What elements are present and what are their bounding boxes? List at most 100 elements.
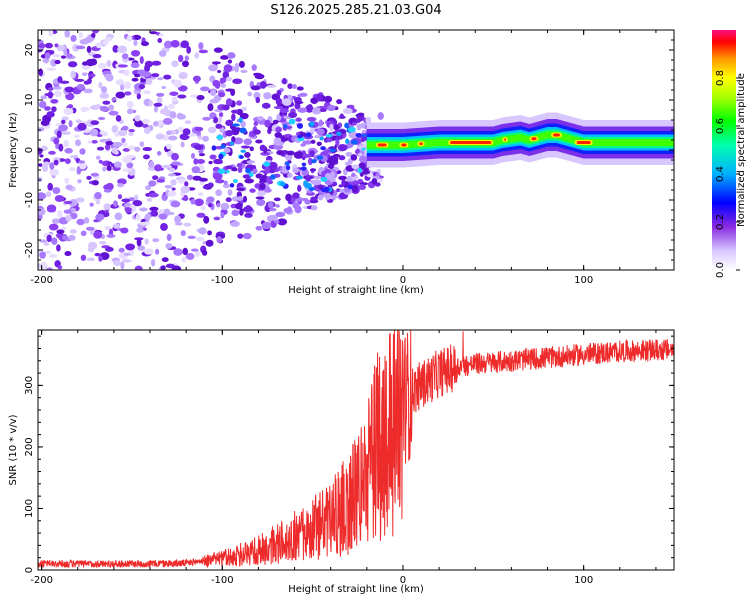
spectral-blob bbox=[153, 102, 163, 107]
spectral-blob bbox=[297, 94, 302, 98]
spectral-blob bbox=[148, 100, 153, 106]
spectral-blob bbox=[64, 86, 75, 93]
spectral-blob bbox=[77, 122, 87, 131]
spectrogram-y-ticks: 20 10 0 -10 -20 bbox=[24, 29, 674, 271]
spectral-blob bbox=[134, 194, 139, 202]
spectral-blob bbox=[311, 179, 322, 186]
spectral-hotspot bbox=[217, 168, 226, 174]
spectral-blob bbox=[351, 172, 356, 178]
spectral-blob bbox=[44, 92, 54, 97]
spectral-blob bbox=[215, 123, 223, 129]
spectral-blob bbox=[255, 196, 265, 200]
ridge-core-red bbox=[504, 138, 506, 142]
spectral-blob bbox=[61, 131, 71, 135]
spectral-hotspot bbox=[319, 136, 324, 141]
spectral-blob bbox=[333, 123, 339, 132]
spectral-blob bbox=[375, 172, 381, 177]
spectral-blob bbox=[236, 100, 243, 106]
spectral-blob bbox=[117, 178, 127, 185]
spectral-blob bbox=[47, 182, 54, 191]
spectral-blob bbox=[225, 165, 233, 170]
spectral-blob bbox=[63, 107, 74, 116]
spectral-blob bbox=[197, 192, 204, 197]
spectral-blob bbox=[126, 108, 134, 115]
spectral-blob bbox=[111, 97, 117, 102]
spectral-blob bbox=[62, 235, 69, 241]
spectral-blob bbox=[99, 105, 109, 112]
spectral-blob bbox=[50, 98, 59, 104]
spectral-blob bbox=[220, 202, 230, 211]
spectral-blob bbox=[171, 96, 178, 102]
spectral-blob bbox=[249, 146, 254, 152]
spectral-blob bbox=[83, 37, 93, 44]
spectral-blob bbox=[65, 214, 72, 222]
spectral-blob bbox=[255, 139, 263, 144]
x-tick-label: 0 bbox=[400, 575, 406, 586]
spectral-blob bbox=[51, 218, 61, 224]
spectral-blob bbox=[171, 152, 179, 161]
spectral-blob bbox=[121, 125, 129, 131]
spectral-blob bbox=[48, 223, 59, 231]
spectral-hotspot bbox=[324, 186, 330, 193]
spectral-blob bbox=[44, 42, 53, 49]
spectral-blob bbox=[136, 238, 142, 247]
spectral-blob bbox=[351, 184, 359, 193]
spectral-blob bbox=[306, 117, 317, 122]
spectral-blob bbox=[225, 129, 234, 137]
spectral-blob bbox=[157, 77, 164, 81]
spectral-hotspot bbox=[270, 174, 276, 180]
spectral-blob bbox=[117, 194, 123, 200]
spectral-blob bbox=[239, 112, 249, 120]
spectral-blob bbox=[163, 74, 172, 80]
ridge-layer bbox=[366, 131, 674, 149]
spectral-blob bbox=[168, 167, 176, 172]
spectral-blob bbox=[246, 160, 256, 164]
spectral-blob bbox=[70, 207, 77, 213]
spectral-blob bbox=[198, 177, 208, 182]
spectral-blob bbox=[92, 30, 99, 34]
spectral-blob bbox=[283, 207, 292, 214]
spectral-blob bbox=[194, 126, 204, 132]
spectral-hotspot bbox=[320, 176, 328, 182]
snr-y-ticks: 300 200 100 0 bbox=[24, 335, 674, 573]
spectral-blob bbox=[158, 33, 164, 37]
ridge-core-red bbox=[377, 143, 387, 147]
spectral-blob bbox=[351, 164, 360, 170]
spectral-blob bbox=[54, 43, 59, 48]
spectral-blob bbox=[358, 152, 363, 157]
spectral-blob bbox=[186, 46, 192, 54]
spectral-hotspot bbox=[300, 166, 307, 171]
spectral-hotspot bbox=[309, 121, 315, 127]
spectral-hotspot bbox=[357, 167, 362, 174]
spectral-blob bbox=[314, 134, 322, 139]
spectral-blob bbox=[163, 40, 173, 49]
spectral-hotspot bbox=[245, 168, 252, 174]
spectral-blob bbox=[173, 248, 183, 256]
spectral-blob bbox=[52, 187, 61, 195]
spectral-blob bbox=[138, 84, 146, 90]
spectral-hotspot bbox=[347, 126, 356, 133]
spectral-blob bbox=[230, 220, 240, 227]
spectrogram-ridge bbox=[366, 112, 674, 168]
spectral-blob bbox=[231, 167, 238, 172]
spectral-blob bbox=[78, 32, 83, 39]
spectral-blob bbox=[66, 53, 73, 59]
spectral-blob bbox=[252, 168, 258, 174]
snr-background bbox=[38, 330, 674, 570]
spectral-blob bbox=[237, 166, 243, 173]
spectral-hotspot bbox=[211, 145, 217, 151]
spectral-blob bbox=[251, 64, 257, 71]
spectral-hotspot bbox=[280, 182, 286, 187]
spectral-blob bbox=[225, 197, 232, 203]
spectral-blob bbox=[355, 119, 361, 123]
spectral-blob bbox=[214, 81, 221, 89]
spectral-blob bbox=[80, 254, 87, 261]
spectral-blob bbox=[75, 45, 86, 50]
spectral-blob bbox=[117, 129, 128, 137]
spectral-blob bbox=[134, 115, 141, 122]
spectral-blob bbox=[70, 70, 77, 79]
spectral-blob bbox=[288, 111, 298, 119]
spectral-blob bbox=[235, 202, 243, 210]
spectral-blob bbox=[269, 207, 277, 212]
spectral-blob bbox=[46, 111, 55, 118]
